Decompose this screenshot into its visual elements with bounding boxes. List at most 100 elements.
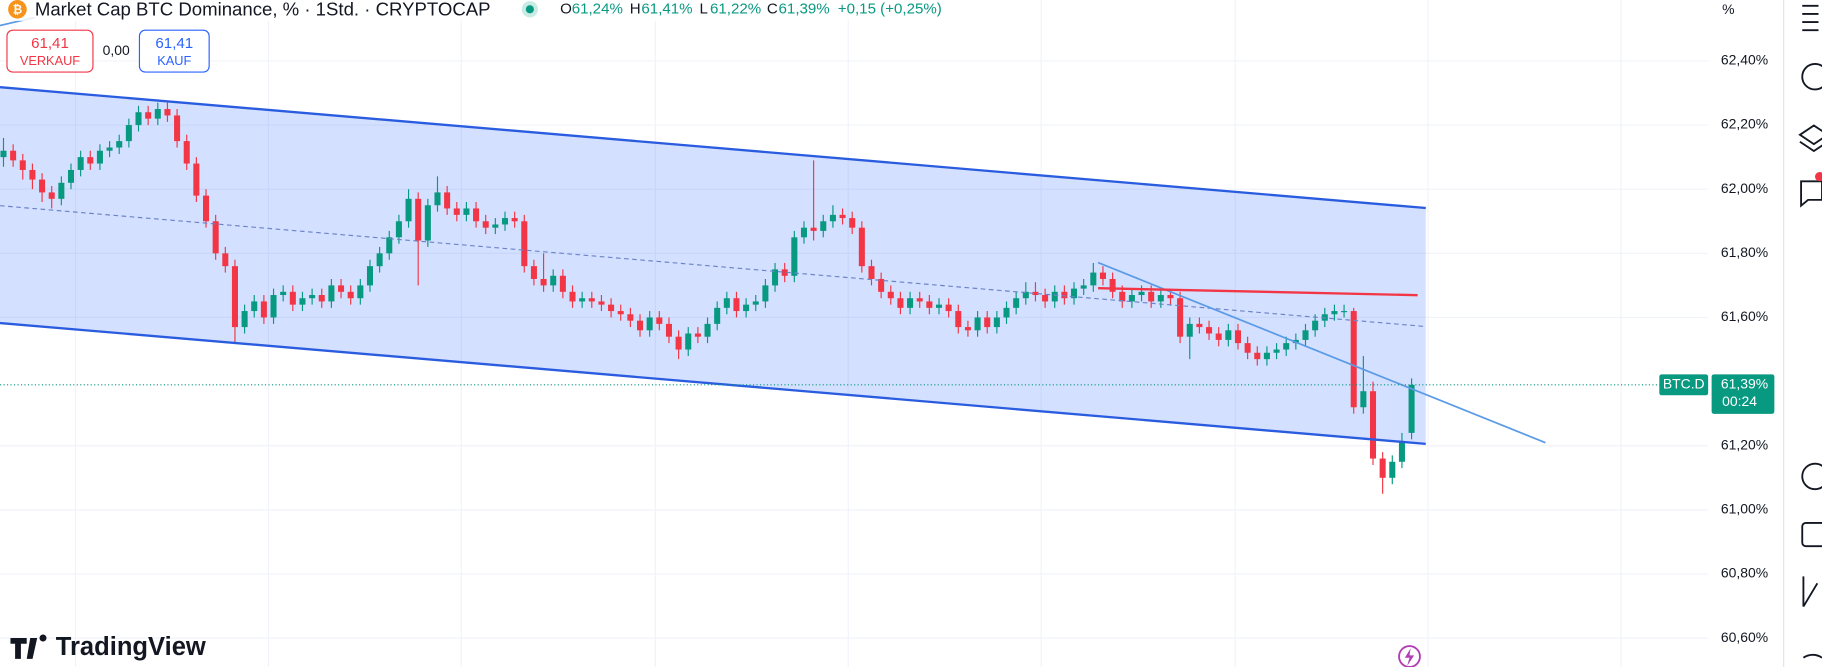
- candle-body: [1263, 352, 1270, 360]
- ohlc-key: L: [700, 0, 708, 17]
- watchlist-icon[interactable]: [1802, 4, 1819, 32]
- candle-body: [1312, 320, 1319, 331]
- candle-body: [231, 266, 238, 328]
- y-tick-label: 60,60%: [1721, 629, 1768, 645]
- ohlc-value: 61,22%: [710, 0, 761, 17]
- candle-body: [125, 125, 132, 142]
- candle-body: [598, 301, 605, 305]
- candle-body: [1273, 349, 1280, 353]
- candle-body: [772, 269, 779, 286]
- status-dot: [525, 5, 534, 14]
- candle-body: [945, 304, 952, 312]
- candle-body: [280, 291, 287, 296]
- candle-body: [733, 298, 740, 312]
- candle-body: [1013, 298, 1020, 308]
- change: +0,15 (+0,25%): [838, 0, 942, 17]
- candle-body: [386, 237, 393, 254]
- candle-body: [579, 298, 586, 302]
- buy-label[interactable]: KAUF: [157, 53, 191, 68]
- grid: [0, 0, 1709, 667]
- calendar-icon[interactable]: [1801, 521, 1822, 548]
- candle-body: [1003, 307, 1010, 318]
- candle-body: [1032, 291, 1039, 296]
- y-tick-label: 61,60%: [1721, 308, 1768, 324]
- candle-body: [444, 192, 451, 209]
- y-tick-label: 61,00%: [1721, 501, 1768, 517]
- price-box: BTC.D 61,39% 00:24: [1659, 374, 1775, 414]
- candle-body: [743, 304, 750, 312]
- buy-price[interactable]: 61,41: [155, 35, 193, 52]
- buy-button[interactable]: [138, 29, 210, 73]
- candle-body: [395, 221, 402, 238]
- candle-body: [19, 160, 26, 170]
- candle-body: [984, 317, 991, 328]
- candle-body: [1090, 272, 1097, 286]
- branding: TradingView: [56, 633, 206, 661]
- candle-body: [145, 112, 152, 119]
- chat-icon[interactable]: [1800, 180, 1822, 208]
- candle-body: [752, 301, 759, 305]
- resistance-line: [1098, 287, 1418, 297]
- candle-body: [1244, 343, 1251, 353]
- candle-body: [1138, 291, 1145, 296]
- candle-body: [1071, 288, 1078, 299]
- y-axis: 62,40% 62,20% 62,00% 61,80% 61,60% 61,20% 61,0…: [1721, 52, 1768, 645]
- candle-body: [299, 298, 306, 305]
- candle-body: [1022, 291, 1029, 299]
- sell-label[interactable]: VERKAUF: [20, 53, 80, 68]
- header-bg: [0, 0, 965, 21]
- ohlc-value: 61,39%: [779, 0, 830, 17]
- sell-button[interactable]: [6, 29, 94, 73]
- candle-body: [164, 109, 171, 116]
- candle-body: [868, 266, 875, 279]
- candle-body: [1196, 323, 1203, 328]
- candle-body: [270, 295, 277, 318]
- channel-fill: [0, 87, 1426, 444]
- candle-body: [434, 192, 441, 206]
- candle-body: [1051, 291, 1058, 302]
- ohlc-value: 61,24%: [572, 0, 623, 17]
- candle-body: [338, 285, 345, 292]
- ohlc-key: H: [630, 0, 641, 17]
- candle-body: [473, 208, 480, 222]
- candle-body: [974, 317, 981, 331]
- candle-body: [656, 317, 663, 324]
- candle-body: [1080, 285, 1087, 289]
- candle-body: [357, 285, 364, 299]
- speed-icon[interactable]: [1801, 462, 1822, 491]
- candle-body: [714, 307, 721, 324]
- alerts-icon[interactable]: [1801, 62, 1822, 91]
- candle-body: [511, 218, 518, 222]
- signal-icon[interactable]: [1802, 653, 1822, 659]
- candle-body: [1234, 330, 1242, 344]
- candle-body: [0, 150, 7, 158]
- candle-body: [1109, 278, 1116, 292]
- candle-body: [376, 253, 383, 267]
- channel-lower: [0, 321, 1426, 446]
- candle-body: [588, 298, 595, 302]
- layers-icon[interactable]: [1798, 124, 1822, 153]
- candle-body: [453, 208, 460, 215]
- candle-body: [10, 150, 17, 161]
- axis-unit: %: [1722, 1, 1734, 17]
- candle-body: [839, 214, 846, 219]
- candle-body: [617, 311, 624, 315]
- sell-price[interactable]: 61,41: [31, 35, 69, 52]
- chart-icon[interactable]: [1802, 576, 1819, 608]
- candle-body: [202, 195, 210, 222]
- symbol-title: Market Cap BTC Dominance, % · 1Std. · CR…: [35, 0, 491, 19]
- notification-dot: [1815, 171, 1822, 182]
- y-tick-label: 62,00%: [1721, 180, 1768, 196]
- candle-body: [926, 301, 933, 308]
- candle-body: [521, 221, 528, 267]
- btc-glyph: ₿: [13, 4, 22, 17]
- candle-body: [704, 323, 711, 337]
- candle-body: [96, 150, 103, 164]
- candle-body: [1408, 384, 1415, 433]
- candle-body: [241, 311, 248, 328]
- candle-body: [318, 295, 325, 302]
- lightning-bolt: [1404, 648, 1415, 666]
- candle-body: [646, 317, 653, 331]
- candle-body: [791, 237, 798, 276]
